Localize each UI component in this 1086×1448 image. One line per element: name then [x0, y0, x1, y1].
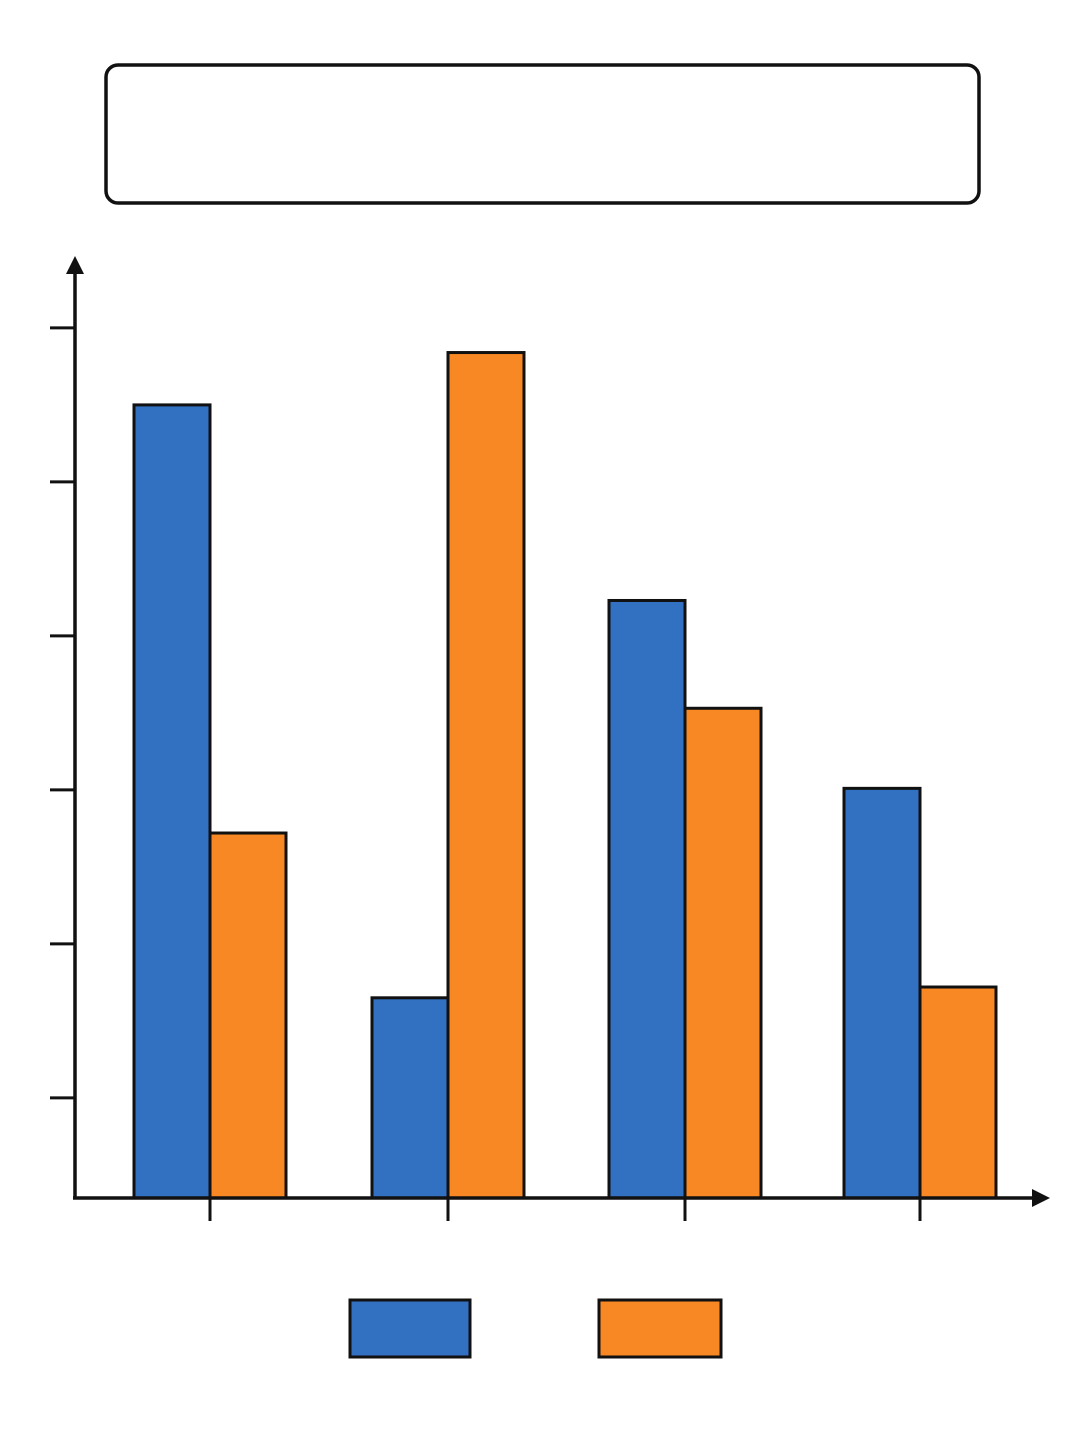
bar-series2-cat3 — [683, 706, 763, 1200]
ticks-layer — [50, 326, 922, 1221]
bar-series1-cat4 — [842, 786, 922, 1200]
bar-series1-cat3 — [607, 598, 687, 1200]
bar-series2-cat2 — [446, 351, 526, 1200]
legend-swatch-series1 — [348, 1298, 472, 1359]
bar-series1-cat2 — [370, 996, 450, 1200]
y-axis-arrow — [66, 256, 84, 274]
bar-series1-cat1 — [132, 403, 212, 1200]
x-axis-arrow — [1032, 1189, 1050, 1207]
bar-series2-cat4 — [918, 985, 998, 1200]
bars-layer — [132, 351, 998, 1200]
legend-swatch-series2 — [597, 1298, 723, 1359]
bar-series2-cat1 — [208, 831, 288, 1200]
chart-title-box — [104, 63, 981, 205]
legend — [348, 1298, 723, 1359]
